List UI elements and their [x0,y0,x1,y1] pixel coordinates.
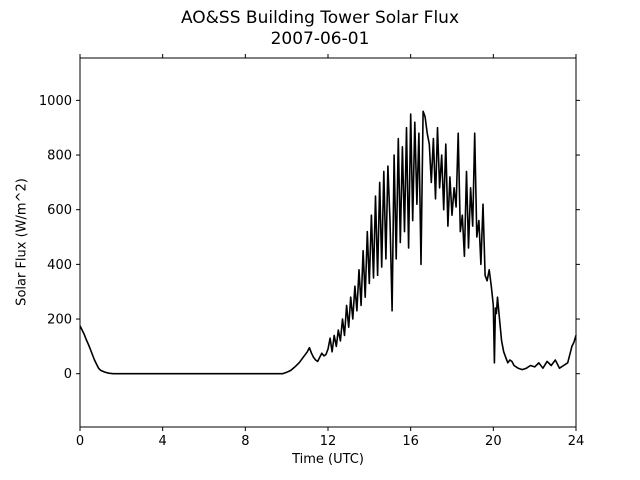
chart-title: AO&SS Building Tower Solar Flux [180,8,460,28]
y-tick-label: 0 [64,367,72,382]
plot-frame [79,57,577,428]
chart-subtitle: 2007-06-01 [270,29,370,49]
y-tick-label: 800 [47,149,72,164]
x-axis-label: Time (UTC) [292,452,364,467]
x-tick-label: 24 [568,434,585,449]
y-tick-label: 400 [47,258,72,273]
x-tick-label: 16 [402,434,419,449]
x-tick-label: 8 [241,434,249,449]
x-tick-label: 0 [76,434,84,449]
x-tick-label: 20 [485,434,502,449]
x-tick-label: 12 [320,434,337,449]
y-axis-label: Solar Flux (W/m^2) [14,178,30,306]
y-tick-label: 600 [47,203,72,218]
y-tick-label: 1000 [39,94,72,109]
y-tick-label: 200 [47,313,72,328]
x-tick-label: 4 [159,434,167,449]
series-line [79,110,577,375]
